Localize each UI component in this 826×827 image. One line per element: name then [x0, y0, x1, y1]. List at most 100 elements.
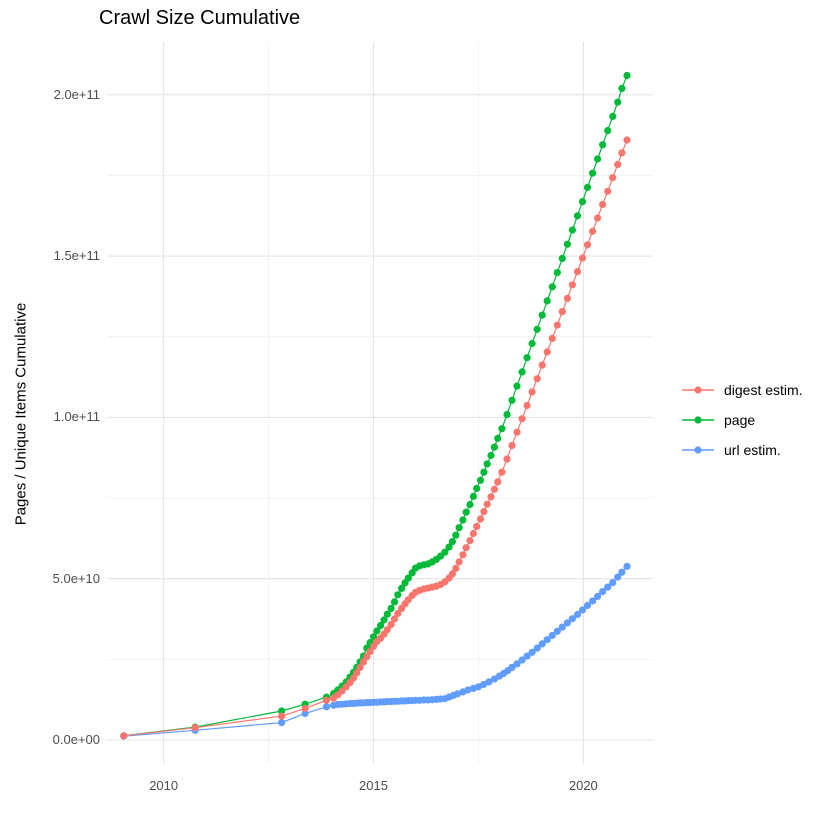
data-point: [441, 548, 449, 556]
legend-label: digest estim.: [724, 382, 803, 398]
data-point: [528, 388, 536, 396]
data-point: [485, 678, 493, 686]
data-point: [383, 610, 391, 618]
y-axis-tick-label: 1.5e+11: [53, 248, 100, 264]
data-point: [594, 592, 602, 601]
data-point: [120, 732, 128, 740]
data-point: [455, 558, 463, 566]
data-point: [573, 212, 582, 220]
data-point: [498, 425, 506, 433]
data-point: [518, 415, 526, 423]
data-point: [538, 311, 546, 319]
data-point: [453, 690, 461, 698]
data-point: [473, 484, 481, 492]
data-point: [490, 443, 498, 451]
data-point: [623, 136, 631, 144]
data-point: [459, 551, 467, 559]
data-point: [503, 455, 511, 463]
data-point: [508, 441, 516, 450]
data-point: [480, 468, 488, 476]
y-axis-tick-label: 5.0e+10: [52, 570, 100, 586]
y-axis-tick-label: 1.0e+11: [53, 409, 100, 425]
series-line: [123, 566, 628, 737]
data-point: [543, 297, 551, 305]
series-url-estim: [120, 562, 631, 740]
data-point: [563, 294, 572, 302]
data-point: [548, 631, 556, 640]
data-point: [476, 515, 485, 523]
data-point: [487, 493, 495, 501]
data-point: [322, 703, 331, 711]
data-point: [278, 719, 286, 727]
data-point: [618, 568, 626, 576]
data-point: [466, 537, 474, 545]
y-axis-tick-label: 2.0e+11: [53, 86, 100, 102]
data-point: [448, 538, 456, 546]
data-point: [455, 524, 463, 532]
legend-key-point: [694, 386, 702, 394]
data-point: [518, 656, 526, 664]
data-point: [394, 591, 402, 599]
data-point: [518, 368, 526, 376]
gridlines-minor: [107, 42, 653, 764]
data-point: [533, 325, 541, 333]
data-point: [349, 674, 357, 682]
legend: digest estim. page url estim.: [681, 380, 803, 470]
data-point: [363, 653, 371, 661]
data-point: [483, 460, 491, 468]
data-point: [594, 214, 602, 222]
data-point: [548, 283, 556, 291]
data-point: [583, 601, 592, 610]
data-point: [503, 410, 511, 419]
data-point: [373, 627, 381, 635]
legend-item-page: page: [681, 410, 803, 430]
data-point: [394, 609, 402, 618]
data-point: [356, 663, 364, 672]
data-point: [480, 508, 488, 516]
data-point: [553, 627, 561, 635]
data-point: [301, 709, 309, 718]
data-point: [538, 361, 546, 369]
data-point: [614, 160, 622, 169]
data-point: [452, 531, 460, 539]
data-point: [404, 574, 412, 582]
data-point: [553, 321, 561, 329]
legend-key-icon: [682, 446, 714, 454]
data-point: [523, 652, 531, 660]
data-point: [528, 648, 536, 656]
data-point: [563, 240, 572, 248]
data-point: [609, 112, 617, 120]
data-point: [462, 508, 470, 516]
data-point: [359, 658, 367, 666]
chart-title: Crawl Size Cumulative: [99, 7, 301, 29]
data-point: [278, 712, 286, 720]
data-point: [464, 686, 472, 694]
data-point: [278, 707, 286, 715]
data-point: [377, 621, 385, 630]
data-point: [473, 522, 481, 531]
data-point: [589, 227, 597, 235]
data-point: [448, 570, 456, 578]
data-point: [191, 724, 199, 732]
data-point: [568, 615, 577, 623]
data-point: [533, 644, 541, 652]
series-digest-estim: [120, 136, 631, 740]
legend-key-point: [694, 446, 702, 454]
data-point: [322, 696, 331, 704]
gridlines-major: [107, 42, 653, 764]
data-point: [466, 500, 474, 509]
data-point: [513, 428, 521, 436]
data-point: [462, 544, 470, 552]
data-point: [618, 149, 626, 157]
data-point: [548, 334, 556, 342]
data-point: [609, 579, 617, 587]
data-point: [583, 241, 592, 249]
data-point: [387, 604, 395, 613]
data-point: [578, 198, 587, 206]
legend-item-url-estim: url estim.: [681, 440, 803, 460]
data-point: [494, 478, 502, 486]
data-point: [483, 500, 491, 508]
data-point: [301, 704, 309, 713]
